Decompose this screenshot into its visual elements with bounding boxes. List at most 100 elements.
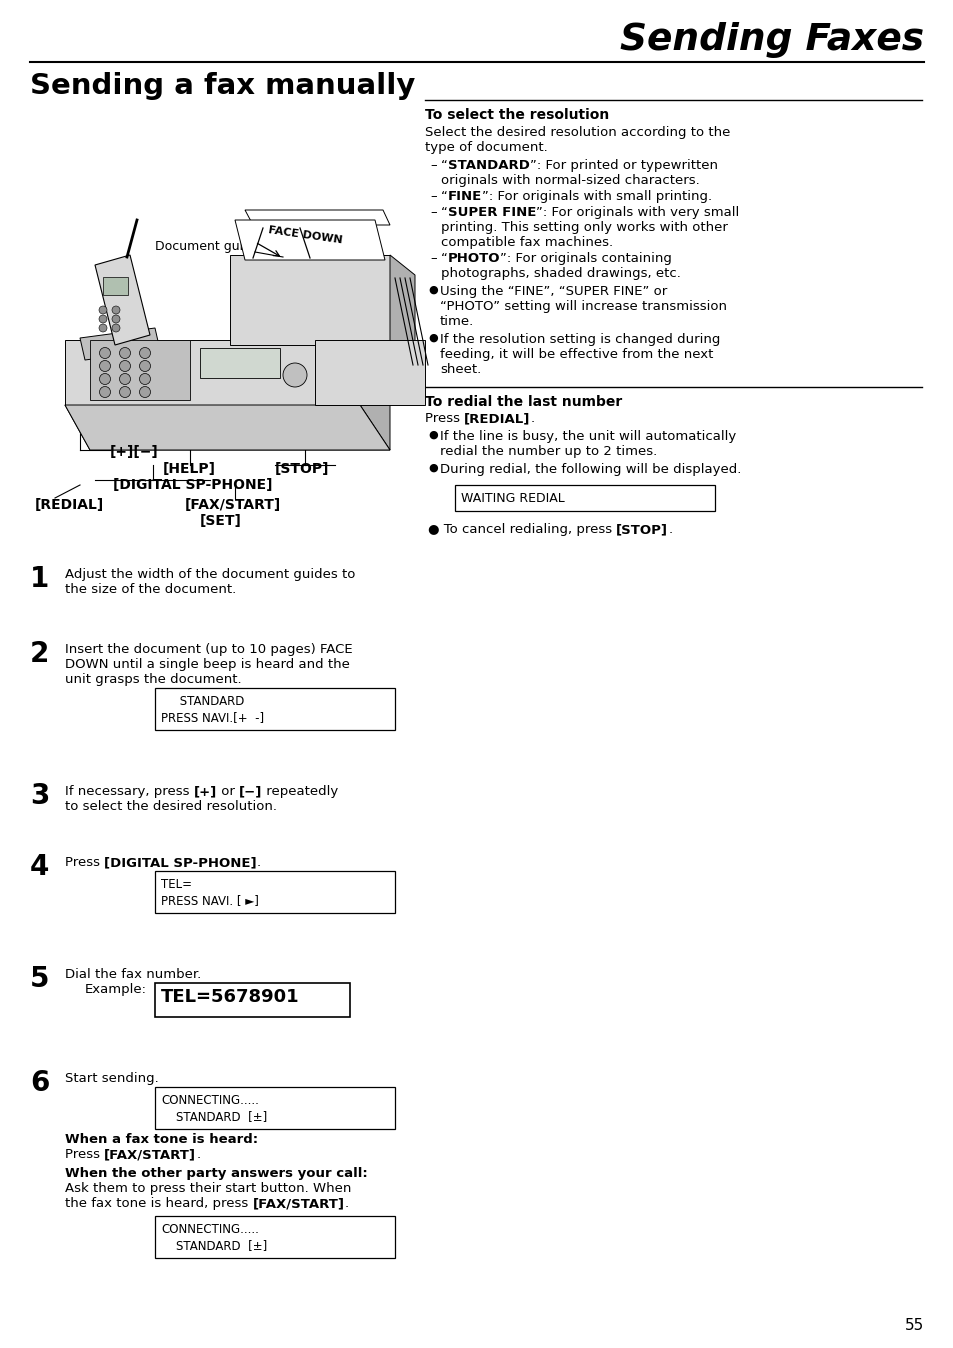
Text: the fax tone is heard, press: the fax tone is heard, press [65, 1197, 253, 1211]
Text: 4: 4 [30, 853, 50, 882]
Bar [154, 871, 395, 913]
Text: Insert the document (up to 10 pages) FACE: Insert the document (up to 10 pages) FAC… [65, 643, 353, 656]
Text: 5: 5 [30, 965, 50, 993]
Text: 1: 1 [30, 565, 50, 593]
Bar [154, 1216, 395, 1258]
Text: “: “ [440, 159, 447, 173]
Circle shape [99, 373, 111, 384]
Text: If the line is busy, the unit will automatically: If the line is busy, the unit will autom… [439, 430, 736, 443]
Bar [154, 687, 395, 731]
Polygon shape [234, 220, 385, 260]
Text: PRESS NAVI. [ ►]: PRESS NAVI. [ ►] [161, 894, 258, 907]
Text: compatible fax machines.: compatible fax machines. [440, 236, 613, 249]
Text: Press: Press [65, 1148, 104, 1161]
Text: ●: ● [428, 430, 437, 439]
Polygon shape [80, 328, 160, 360]
Text: feeding, it will be effective from the next: feeding, it will be effective from the n… [439, 348, 713, 361]
Text: STANDARD: STANDARD [447, 159, 529, 173]
Text: “: “ [440, 252, 447, 266]
Text: .: . [344, 1197, 348, 1211]
Text: When a fax tone is heard:: When a fax tone is heard: [65, 1134, 258, 1146]
Text: unit grasps the document.: unit grasps the document. [65, 673, 241, 686]
Circle shape [119, 387, 131, 398]
Text: ●: ● [428, 333, 437, 342]
Text: FACE DOWN: FACE DOWN [267, 225, 342, 245]
Text: redial the number up to 2 times.: redial the number up to 2 times. [439, 445, 657, 458]
Text: [STOP]: [STOP] [274, 462, 329, 476]
Text: photographs, shaded drawings, etc.: photographs, shaded drawings, etc. [440, 267, 680, 280]
Polygon shape [314, 340, 424, 404]
Text: STANDARD: STANDARD [161, 696, 244, 708]
Text: Sending Faxes: Sending Faxes [619, 22, 923, 58]
Text: ●: ● [428, 284, 437, 295]
Text: TEL=: TEL= [161, 878, 192, 891]
Text: –: – [430, 206, 436, 218]
Text: type of document.: type of document. [424, 142, 547, 154]
Text: To select the resolution: To select the resolution [424, 108, 609, 123]
Text: CONNECTING.....: CONNECTING..... [161, 1223, 258, 1236]
Text: Adjust the width of the document guides to: Adjust the width of the document guides … [65, 568, 355, 581]
Polygon shape [245, 210, 390, 225]
Text: PRESS NAVI.[+  -]: PRESS NAVI.[+ -] [161, 710, 264, 724]
Text: Example:: Example: [85, 983, 147, 996]
Circle shape [99, 387, 111, 398]
Text: “: “ [440, 190, 447, 204]
Polygon shape [65, 404, 390, 450]
Text: –: – [430, 190, 436, 204]
Text: [FAX/START]: [FAX/START] [253, 1197, 344, 1211]
Text: [DIGITAL SP-PHONE]: [DIGITAL SP-PHONE] [112, 479, 273, 492]
Text: [REDIAL]: [REDIAL] [35, 497, 104, 512]
Polygon shape [65, 340, 359, 404]
Text: [−]: [−] [239, 785, 262, 798]
Circle shape [139, 348, 151, 359]
Polygon shape [359, 340, 390, 450]
Text: [DIGITAL SP-PHONE]: [DIGITAL SP-PHONE] [104, 856, 256, 869]
Text: [+][−]: [+][−] [110, 445, 158, 460]
Text: sheet.: sheet. [439, 363, 480, 376]
Circle shape [139, 373, 151, 384]
Text: ”: For printed or typewritten: ”: For printed or typewritten [529, 159, 717, 173]
Text: Ask them to press their start button. When: Ask them to press their start button. Wh… [65, 1182, 351, 1194]
Text: [SET]: [SET] [200, 514, 242, 528]
Text: 55: 55 [903, 1318, 923, 1333]
Circle shape [112, 315, 120, 324]
Text: 6: 6 [30, 1069, 50, 1097]
Text: Dial the fax number.: Dial the fax number. [65, 968, 201, 981]
Text: ●: ● [428, 462, 437, 473]
Text: FINE: FINE [447, 190, 481, 204]
Text: Sending a fax manually: Sending a fax manually [30, 71, 415, 100]
Bar [200, 348, 280, 377]
Text: originals with normal-sized characters.: originals with normal-sized characters. [440, 174, 699, 187]
Text: ● To cancel redialing, press: ● To cancel redialing, press [428, 523, 616, 537]
Circle shape [99, 315, 107, 324]
Circle shape [139, 387, 151, 398]
Bar [154, 983, 350, 1016]
Text: the size of the document.: the size of the document. [65, 582, 236, 596]
Circle shape [112, 306, 120, 314]
Circle shape [99, 324, 107, 332]
Text: [HELP]: [HELP] [163, 462, 215, 476]
Text: [FAX/START]: [FAX/START] [185, 497, 281, 512]
Text: To redial the last number: To redial the last number [424, 395, 621, 408]
Text: 2: 2 [30, 640, 50, 669]
Text: .: . [530, 412, 535, 425]
Text: or: or [216, 785, 239, 798]
Text: .: . [668, 523, 672, 537]
Text: –: – [430, 252, 436, 266]
Text: to select the desired resolution.: to select the desired resolution. [65, 799, 276, 813]
Bar [154, 1086, 395, 1130]
Bar [103, 276, 128, 295]
Polygon shape [90, 340, 190, 400]
Text: Document guides: Document guides [154, 240, 265, 253]
Text: –: – [430, 159, 436, 173]
Text: STANDARD  [±]: STANDARD [±] [161, 1109, 267, 1123]
Text: Using the “FINE”, “SUPER FINE” or: Using the “FINE”, “SUPER FINE” or [439, 284, 666, 298]
Text: WAITING REDIAL: WAITING REDIAL [460, 492, 564, 506]
Circle shape [119, 373, 131, 384]
Circle shape [119, 360, 131, 372]
Text: PHOTO: PHOTO [447, 252, 500, 266]
Text: If necessary, press: If necessary, press [65, 785, 193, 798]
Polygon shape [95, 255, 150, 345]
Text: DOWN until a single beep is heard and the: DOWN until a single beep is heard and th… [65, 658, 350, 671]
Text: “: “ [440, 206, 447, 218]
